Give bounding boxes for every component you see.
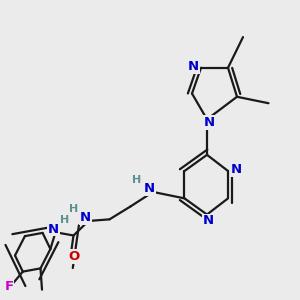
Text: H: H (61, 215, 70, 225)
Text: N: N (203, 214, 214, 227)
Text: F: F (4, 280, 14, 292)
Text: H: H (132, 175, 141, 185)
Text: N: N (188, 60, 199, 73)
Text: H: H (69, 204, 78, 214)
Text: N: N (204, 116, 215, 129)
Text: N: N (47, 223, 59, 236)
Text: N: N (144, 182, 155, 195)
Text: N: N (80, 211, 91, 224)
Text: O: O (68, 250, 80, 263)
Text: N: N (231, 163, 242, 176)
